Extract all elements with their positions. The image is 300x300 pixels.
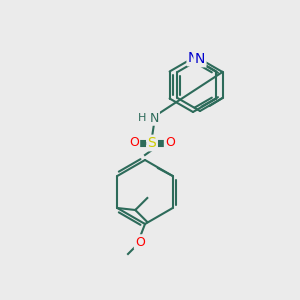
Text: N: N	[188, 51, 198, 65]
Text: H: H	[138, 113, 146, 123]
Text: O: O	[135, 236, 145, 248]
Text: N: N	[195, 52, 205, 66]
Text: O: O	[165, 136, 175, 149]
Text: O: O	[129, 136, 139, 149]
Text: N: N	[149, 112, 159, 124]
Text: S: S	[148, 136, 156, 150]
